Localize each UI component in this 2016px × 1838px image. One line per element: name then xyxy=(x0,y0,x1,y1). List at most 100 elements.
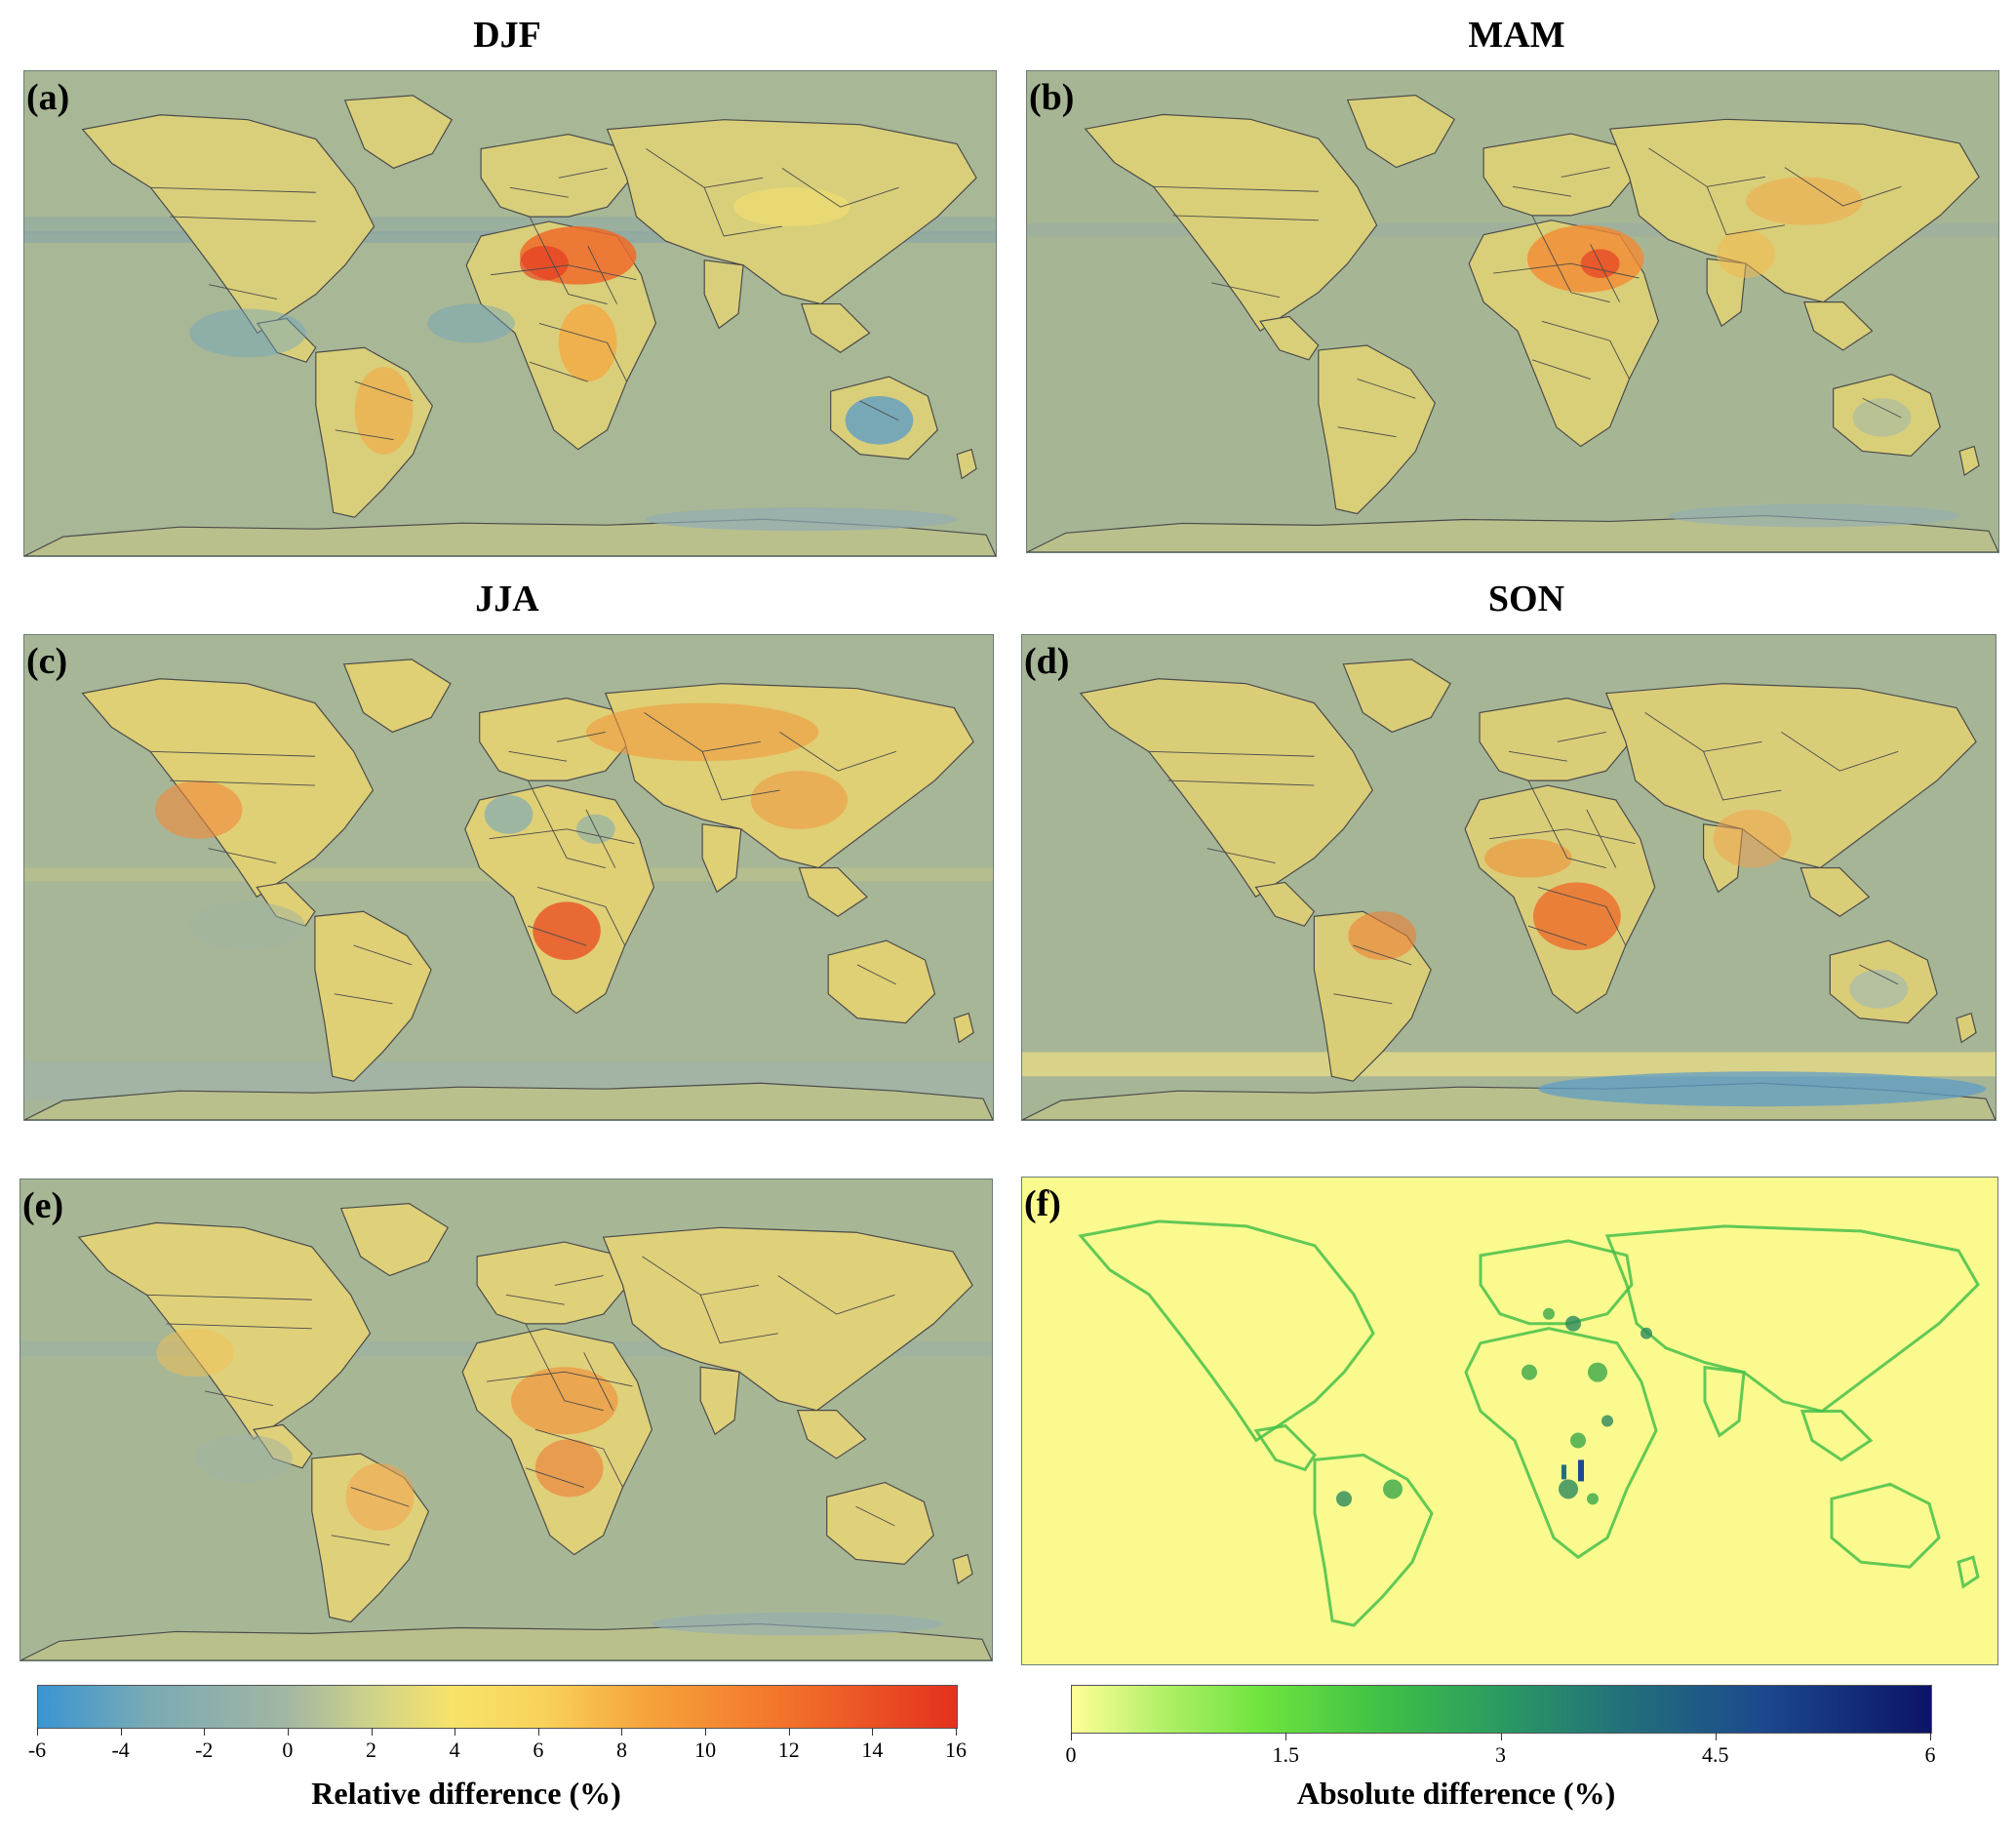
country-border xyxy=(1333,993,1393,1005)
country-border xyxy=(779,732,896,772)
country-border xyxy=(527,779,606,868)
continent-northAmerica xyxy=(81,114,376,335)
difference-region xyxy=(156,1328,235,1378)
map-panel-c: (c) xyxy=(23,634,994,1121)
relative-tick-label: -4 xyxy=(111,1738,130,1762)
country-border xyxy=(1167,779,1315,786)
continent-nz xyxy=(953,1012,974,1044)
map-c xyxy=(24,635,993,1120)
difference-region xyxy=(558,303,617,382)
continent-greenland xyxy=(342,659,452,734)
continent-nz xyxy=(956,448,977,480)
absolute-tickmark xyxy=(1500,1733,1502,1740)
country-border xyxy=(583,1352,613,1411)
continent-southAmerica xyxy=(314,910,432,1082)
country-border xyxy=(208,848,277,864)
country-border xyxy=(170,216,316,222)
country-border xyxy=(1493,262,1640,279)
country-border xyxy=(859,400,899,421)
relative-tickmark xyxy=(371,1728,373,1736)
relative-tickmark xyxy=(956,1728,957,1736)
country-border xyxy=(781,168,899,208)
panel-label-e: (e) xyxy=(22,1185,64,1226)
country-border xyxy=(554,1275,604,1286)
country-border xyxy=(166,1323,312,1330)
relative-tick-label: 4 xyxy=(449,1738,460,1762)
country-border xyxy=(701,751,780,801)
continent-australia xyxy=(827,939,936,1024)
country-border xyxy=(585,809,616,868)
colorbar-absolute xyxy=(1071,1685,1932,1734)
map-b xyxy=(1027,71,1998,552)
map-f xyxy=(1022,1178,1997,1664)
difference-region xyxy=(1484,838,1572,878)
difference-region xyxy=(1668,503,1960,528)
country-border xyxy=(505,1294,565,1305)
difference-region xyxy=(845,395,914,445)
difference-hotspot xyxy=(1383,1479,1403,1499)
country-border xyxy=(1337,426,1397,438)
difference-hotspot xyxy=(1565,1315,1581,1332)
season-title-jja: JJA xyxy=(475,579,539,619)
continent-greenland xyxy=(1342,659,1451,734)
continent-australia xyxy=(1830,1482,1941,1569)
country-border xyxy=(1531,359,1591,380)
country-border xyxy=(1211,282,1281,299)
continent-seAsia xyxy=(796,1410,867,1459)
map-d xyxy=(1022,635,1996,1120)
difference-region xyxy=(750,771,849,829)
country-border xyxy=(1172,215,1319,221)
difference-hotspot xyxy=(1587,1493,1599,1505)
difference-region xyxy=(155,780,243,839)
continent-greenland xyxy=(339,1203,450,1277)
continent-asia xyxy=(602,1226,973,1412)
map-panel-e: (e) xyxy=(20,1179,993,1661)
absolute-tickmark xyxy=(1071,1733,1072,1740)
panel-label-b: (b) xyxy=(1029,77,1075,118)
map-panel-b: (b) xyxy=(1026,70,1999,553)
map-e xyxy=(20,1179,992,1660)
country-border xyxy=(489,828,635,845)
country-border xyxy=(1586,809,1617,868)
continent-india xyxy=(699,1366,740,1436)
continent-nz xyxy=(1958,445,1980,477)
country-border xyxy=(1703,751,1782,801)
relative-tick-label: 6 xyxy=(533,1738,544,1762)
continent-northAmerica xyxy=(81,678,375,899)
panel-label-c: (c) xyxy=(26,641,68,682)
country-border xyxy=(1488,828,1636,845)
difference-hotspot xyxy=(1336,1491,1352,1507)
difference-hotspot xyxy=(1561,1464,1566,1480)
country-border xyxy=(354,380,414,402)
continent-europe xyxy=(476,1241,629,1325)
relative-tick-label: 8 xyxy=(615,1738,627,1762)
difference-region xyxy=(1713,809,1792,868)
continent-antarctica xyxy=(24,1082,993,1120)
difference-region xyxy=(484,795,534,834)
relative-tick-label: 16 xyxy=(945,1738,967,1762)
country-border xyxy=(534,1428,623,1488)
difference-region xyxy=(1537,1071,1987,1107)
difference-region xyxy=(1717,229,1775,278)
country-border xyxy=(169,779,315,786)
map-a xyxy=(24,71,996,556)
difference-region xyxy=(1852,398,1912,437)
continent-seAsia xyxy=(800,302,871,353)
relative-tick-label: -2 xyxy=(195,1738,214,1762)
absolute-tickmark xyxy=(1285,1733,1287,1740)
country-border xyxy=(1357,379,1416,399)
difference-region xyxy=(354,367,414,455)
country-border xyxy=(1590,244,1620,302)
absolute-tickmark xyxy=(1930,1733,1931,1740)
country-border xyxy=(528,925,587,946)
absolute-tick-label: 0 xyxy=(1065,1742,1077,1767)
continent-india xyxy=(703,260,744,330)
difference-region xyxy=(189,308,306,358)
difference-region xyxy=(195,1434,293,1483)
continent-europe xyxy=(1482,133,1636,217)
relative-tick-label: 2 xyxy=(366,1738,377,1762)
season-title-son: SON xyxy=(1487,579,1565,619)
continent-africa xyxy=(464,784,655,1015)
continent-southAmerica xyxy=(1318,344,1436,515)
difference-hotspot xyxy=(1522,1364,1537,1380)
